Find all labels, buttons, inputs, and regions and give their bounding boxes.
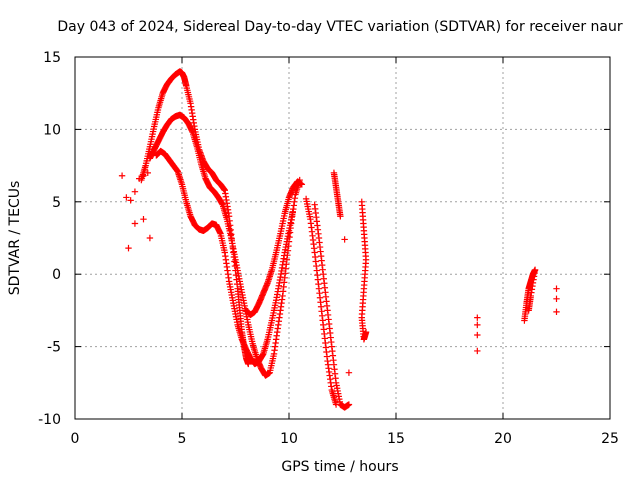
y-tick-label: 10 <box>43 122 61 138</box>
series-track-5 <box>311 201 353 411</box>
data-point <box>136 175 143 182</box>
x-tick-label: 15 <box>387 431 405 447</box>
data-point <box>131 188 139 195</box>
grid <box>75 57 610 419</box>
x-tick-label: 0 <box>71 431 80 447</box>
data-point <box>140 172 147 179</box>
x-tick-label: 25 <box>601 431 619 447</box>
data-point <box>474 314 481 321</box>
data-point <box>337 213 344 220</box>
x-tick-label: 20 <box>494 431 512 447</box>
series-track-8 <box>358 198 370 343</box>
axis-ticks: 0 5 10 15 20 25 -10 -5 0 5 10 15 <box>38 50 619 447</box>
plot-frame <box>74 56 611 420</box>
data-point <box>144 169 151 177</box>
data-point <box>118 172 126 179</box>
data-point <box>474 331 481 339</box>
data-point <box>345 401 353 408</box>
data-point <box>298 181 306 188</box>
series-track-12 <box>553 285 560 316</box>
y-tick-label: 15 <box>43 50 61 66</box>
data-point <box>125 244 132 252</box>
data-point <box>474 321 481 329</box>
data-point <box>123 194 130 201</box>
data-point <box>146 234 154 242</box>
data-point <box>362 328 370 336</box>
data-point <box>341 236 348 243</box>
data-point <box>127 197 134 204</box>
series-track-10 <box>474 314 481 355</box>
data-point <box>290 205 297 213</box>
series-track-9 <box>118 169 154 252</box>
y-tick-label: 0 <box>52 267 61 283</box>
series-track-6 <box>302 195 340 408</box>
data-point <box>553 285 560 292</box>
x-tick-label: 10 <box>280 431 298 447</box>
data-point <box>131 220 139 227</box>
data-point <box>525 307 532 314</box>
data-point <box>553 295 560 303</box>
chart-title: Day 043 of 2024, Sidereal Day-to-day VTE… <box>57 19 623 35</box>
data-point <box>553 308 560 316</box>
series-track-4 <box>243 178 306 318</box>
data-point <box>474 347 481 355</box>
y-axis-label: SDTVAR / TECUs <box>7 181 23 296</box>
data-point <box>345 369 353 376</box>
series-isolated <box>341 236 353 376</box>
x-tick-label: 5 <box>178 431 187 447</box>
y-tick-label: -5 <box>47 340 61 356</box>
data-point <box>140 215 147 223</box>
x-axis-label: GPS time / hours <box>281 459 398 475</box>
series-track-11 <box>521 266 539 324</box>
data-point <box>332 401 340 408</box>
data-marks <box>118 68 560 411</box>
series-track-7 <box>330 169 344 220</box>
y-tick-label: -10 <box>38 412 61 428</box>
series-track-3 <box>153 147 297 368</box>
data-point <box>245 360 252 368</box>
y-tick-label: 5 <box>52 195 61 211</box>
